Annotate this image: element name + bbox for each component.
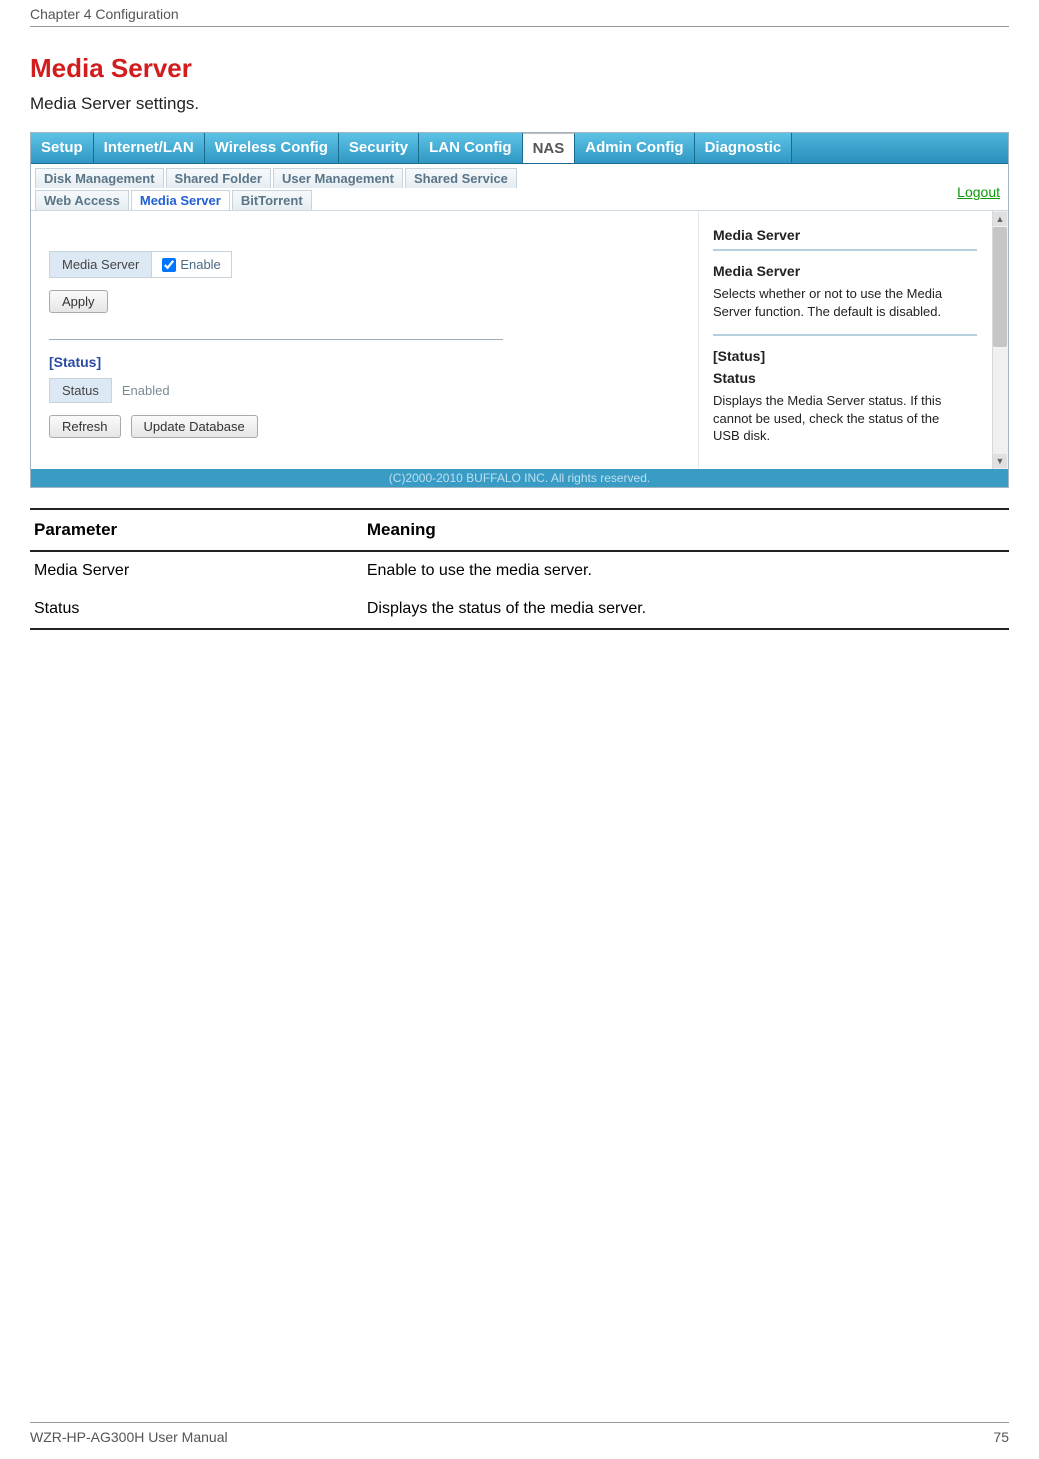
param-header-2: Meaning (363, 509, 1009, 551)
main-tab-nas[interactable]: NAS (523, 133, 576, 163)
main-tab-bar: SetupInternet/LANWireless ConfigSecurity… (31, 133, 1008, 164)
main-tab-admin-config[interactable]: Admin Config (575, 133, 694, 163)
footer-page-number: 75 (993, 1429, 1009, 1445)
sub-tab-disk-management[interactable]: Disk Management (35, 168, 164, 188)
main-tab-lan-config[interactable]: LAN Config (419, 133, 522, 163)
status-value: Enabled (112, 379, 180, 402)
page-footer: WZR-HP-AG300H User Manual 75 (30, 1422, 1009, 1445)
sub-tab-media-server[interactable]: Media Server (131, 190, 230, 210)
scroll-down-icon[interactable]: ▼ (993, 454, 1007, 468)
apply-button[interactable]: Apply (49, 290, 108, 313)
sub-tab-user-management[interactable]: User Management (273, 168, 403, 188)
sub-tab-shared-folder[interactable]: Shared Folder (166, 168, 271, 188)
sub-tab-bittorrent[interactable]: BitTorrent (232, 190, 312, 210)
help-heading-1: Media Server (713, 227, 994, 243)
main-tab-security[interactable]: Security (339, 133, 419, 163)
help-divider (713, 249, 977, 251)
status-label: Status (49, 378, 112, 403)
separator (49, 339, 503, 340)
sub-tab-shared-service[interactable]: Shared Service (405, 168, 517, 188)
help-heading-4: Status (713, 370, 994, 386)
param-cell: Displays the status of the media server. (363, 590, 1009, 629)
section-subtitle: Media Server settings. (30, 94, 1009, 114)
help-text-2: Selects whether or not to use the Media … (713, 285, 966, 320)
refresh-button[interactable]: Refresh (49, 415, 121, 438)
update-database-button[interactable]: Update Database (131, 415, 258, 438)
sub-tab-bar: Disk ManagementShared FolderUser Managem… (31, 164, 1008, 210)
section-title: Media Server (30, 53, 1009, 84)
param-cell: Enable to use the media server. (363, 551, 1009, 590)
status-heading: [Status] (49, 354, 680, 370)
main-tab-wireless-config[interactable]: Wireless Config (205, 133, 339, 163)
logout-link[interactable]: Logout (957, 184, 1000, 200)
scrollbar-track[interactable]: ▲ ▼ (992, 211, 1008, 469)
param-cell: Status (30, 590, 363, 629)
router-ui-screenshot: SetupInternet/LANWireless ConfigSecurity… (30, 132, 1009, 488)
param-cell: Media Server (30, 551, 363, 590)
main-tab-internet-lan[interactable]: Internet/LAN (94, 133, 205, 163)
scrollbar-thumb[interactable] (993, 227, 1007, 347)
help-divider (713, 334, 977, 336)
copyright-bar: (C)2000-2010 BUFFALO INC. All rights res… (31, 469, 1008, 487)
enable-label: Enable (180, 257, 220, 272)
param-header-1: Parameter (30, 509, 363, 551)
footer-manual-name: WZR-HP-AG300H User Manual (30, 1429, 228, 1445)
chapter-header: Chapter 4 Configuration (30, 0, 1009, 27)
main-tab-setup[interactable]: Setup (31, 133, 94, 163)
parameter-table: Parameter Meaning Media Server Enable to… (30, 508, 1009, 630)
help-heading-2: Media Server (713, 263, 994, 279)
media-server-label: Media Server (49, 251, 152, 278)
help-text-4: Displays the Media Server status. If thi… (713, 392, 966, 445)
help-heading-3: [Status] (713, 348, 994, 364)
enable-checkbox[interactable] (162, 258, 176, 272)
scroll-up-icon[interactable]: ▲ (993, 212, 1007, 226)
config-left-pane: Media Server Enable Apply [Status] Statu… (31, 211, 698, 469)
help-pane: Media Server Media Server Selects whethe… (698, 211, 1008, 469)
main-tab-diagnostic[interactable]: Diagnostic (695, 133, 793, 163)
sub-tab-web-access[interactable]: Web Access (35, 190, 129, 210)
